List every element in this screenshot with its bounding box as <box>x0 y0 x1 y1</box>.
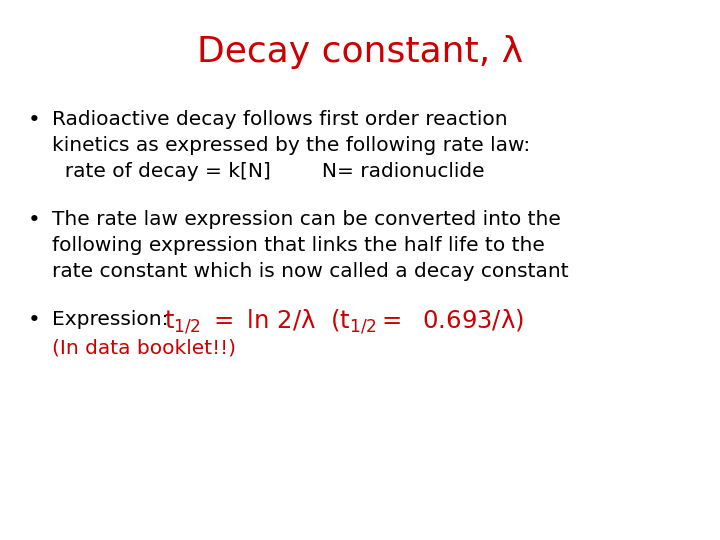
Text: rate of decay = k[N]        N= radionuclide: rate of decay = k[N] N= radionuclide <box>52 162 485 181</box>
Text: rate constant which is now called a decay constant: rate constant which is now called a deca… <box>52 262 569 281</box>
Text: •: • <box>28 310 41 330</box>
Text: following expression that links the half life to the: following expression that links the half… <box>52 236 545 255</box>
Text: Decay constant, λ: Decay constant, λ <box>197 35 523 69</box>
Text: •: • <box>28 110 41 130</box>
Text: Expression:: Expression: <box>52 310 181 329</box>
Text: •: • <box>28 210 41 230</box>
Text: (In data booklet!!): (In data booklet!!) <box>52 338 236 357</box>
Text: The rate law expression can be converted into the: The rate law expression can be converted… <box>52 210 561 229</box>
Text: Radioactive decay follows first order reaction: Radioactive decay follows first order re… <box>52 110 508 129</box>
Text: kinetics as expressed by the following rate law:: kinetics as expressed by the following r… <box>52 136 530 155</box>
Text: $\mathsf{t_{1/2}\ =\ ln\ 2/\lambda\ \ (t_{1/2}=\ \ 0.693/\lambda)}$: $\mathsf{t_{1/2}\ =\ ln\ 2/\lambda\ \ (t… <box>164 308 524 336</box>
